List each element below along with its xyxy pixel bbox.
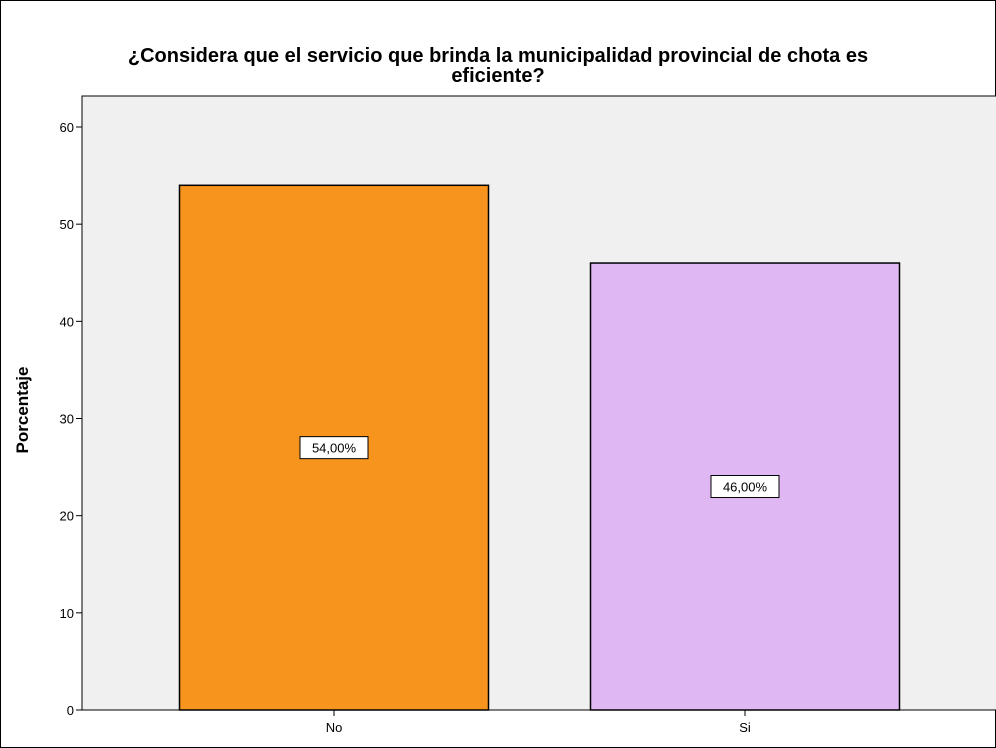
- y-tick-label-50: 50: [60, 217, 74, 232]
- y-tick-label-0: 0: [67, 703, 74, 718]
- chart-title-line-2: eficiente?: [451, 65, 545, 87]
- y-tick-label-40: 40: [60, 314, 74, 329]
- data-label-no: 54,00%: [312, 441, 357, 456]
- x-axis: No Si: [82, 709, 996, 735]
- data-label-box-si: [710, 475, 780, 499]
- data-labels: 54,00% 46,00%: [299, 436, 780, 499]
- y-axis-label: Porcentaje: [13, 367, 32, 454]
- chart-title: ¿Considera que el servicio que brinda la…: [0, 46, 996, 86]
- data-label-box-no: [299, 436, 369, 460]
- y-tick-label-20: 20: [60, 509, 74, 524]
- y-axis: 0 10 20 30 40 50 60: [60, 120, 82, 718]
- y-tick-label-60: 60: [60, 120, 74, 135]
- y-tick-label-10: 10: [60, 606, 74, 621]
- y-tick-label-30: 30: [60, 412, 74, 427]
- data-label-si: 46,00%: [723, 480, 768, 495]
- x-tick-label-si: Si: [739, 720, 751, 735]
- x-tick-label-no: No: [326, 720, 343, 735]
- chart-title-line-1: ¿Considera que el servicio que brinda la…: [127, 45, 869, 67]
